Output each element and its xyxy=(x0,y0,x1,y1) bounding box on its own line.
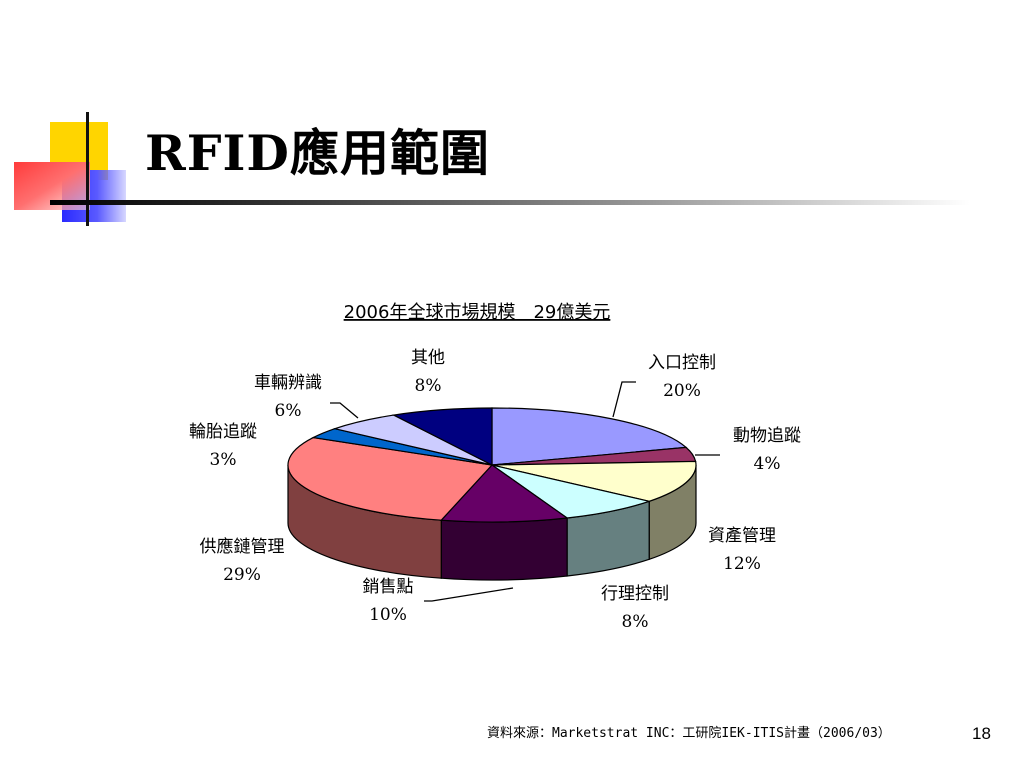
pie-slice-1 xyxy=(491,407,688,466)
slice-percent-4: 8% xyxy=(622,612,649,632)
leader-line-5 xyxy=(424,587,514,602)
slice-percent-7: 3% xyxy=(210,450,237,470)
pie-slice-9 xyxy=(391,407,493,466)
pie-labels: 入口控制 20% 動物追蹤 4% 資產管理 12% 行理控制 8% 銷售點 10% 供應鏈管理 29%… xyxy=(189,348,801,632)
slice-label-1: 入口控制 xyxy=(648,353,716,373)
slice-label-5: 銷售點 xyxy=(363,577,414,597)
slice-label-4: 行理控制 xyxy=(601,584,669,604)
slice-label-2: 動物追蹤 xyxy=(733,426,801,446)
slice-percent-8: 6% xyxy=(275,401,302,421)
slice-label-8: 車輛辨識 xyxy=(254,373,322,393)
decor-vertical-line xyxy=(86,112,89,226)
slice-percent-9: 8% xyxy=(415,376,442,396)
slice-label-3: 資產管理 xyxy=(708,526,776,546)
page-number: 18 xyxy=(972,724,991,743)
slice-percent-6: 29% xyxy=(223,565,261,585)
pie-slice-3 xyxy=(491,460,697,502)
slice-label-9: 其他 xyxy=(411,348,445,368)
pie-leader-lines xyxy=(330,381,720,602)
pie-sides xyxy=(287,464,697,581)
slide-title-latin: RFID xyxy=(145,124,290,182)
pie-slice-4 xyxy=(491,464,652,519)
pie-tops xyxy=(287,407,697,523)
slice-percent-3: 12% xyxy=(723,554,761,574)
slide-title: RFID應用範圍 xyxy=(145,114,490,185)
slice-percent-1: 20% xyxy=(663,381,701,401)
title-underline xyxy=(50,200,970,205)
leader-line-1 xyxy=(612,381,636,418)
slice-percent-2: 4% xyxy=(754,454,781,474)
slice-label-7: 輪胎追蹤 xyxy=(189,422,257,442)
pie-side-5 xyxy=(440,517,568,581)
chart-title: 2006年全球市場規模 29億美元 xyxy=(344,302,611,323)
leader-line-8 xyxy=(330,402,359,419)
slice-percent-5: 10% xyxy=(369,605,407,625)
slice-label-6: 供應鏈管理 xyxy=(200,536,285,557)
source-note: 資料來源：Marketstrat INC：工研院IEK-ITIS計畫（2006/… xyxy=(487,726,891,741)
slide-title-cjk: 應用範圍 xyxy=(289,124,490,182)
pie-slice-6 xyxy=(287,436,494,521)
pie-slice-5 xyxy=(439,464,569,523)
